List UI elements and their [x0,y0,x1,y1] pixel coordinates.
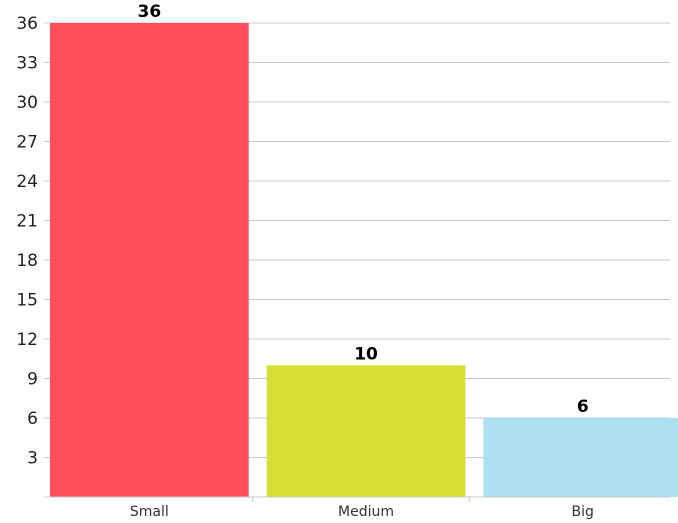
x-tick-label-medium: Medium [338,504,394,520]
y-tick-label: 9 [27,370,38,390]
data-labels: 36 10 6 [138,2,589,417]
x-tick-label-small: Small [130,504,169,520]
y-tick-label: 3 [27,449,38,469]
bars [50,23,678,497]
y-tick-label: 24 [16,172,38,192]
bar-medium [266,365,466,497]
data-label-small: 36 [138,2,162,22]
x-tick-label-big: Big [572,504,594,520]
y-tick-label: 12 [16,330,38,350]
y-tick-label: 6 [27,409,38,429]
y-tick-label: 27 [16,133,38,153]
y-tick-label: 15 [16,291,38,311]
data-label-big: 6 [577,397,589,417]
y-tick-label: 21 [16,212,38,232]
bar-small [50,23,249,497]
bar-big [483,418,678,497]
data-label-medium: 10 [354,344,378,364]
y-tick-label: 18 [16,251,38,271]
y-tick-label: 36 [16,14,38,34]
y-tick-label: 30 [16,93,38,113]
x-axis: Small Medium Big [44,496,670,520]
y-tick-label: 33 [16,54,38,74]
